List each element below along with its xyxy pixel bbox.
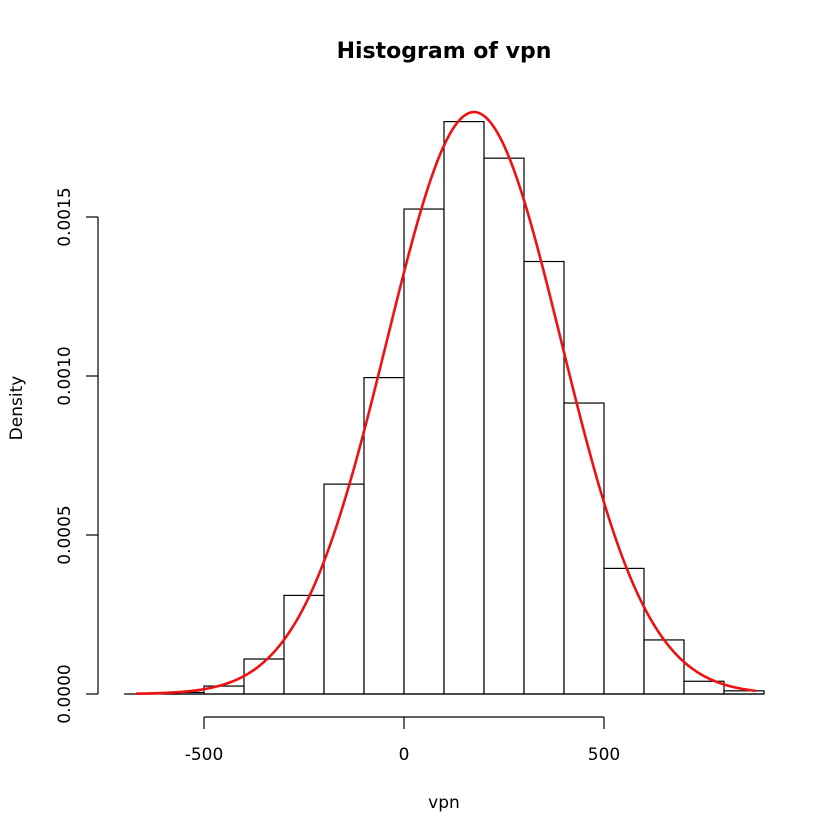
y-axis-label: Density (7, 376, 27, 441)
histogram-bar-6 (363, 376, 405, 695)
histogram-bar-11 (563, 402, 605, 695)
y-tick-label-2: 0.0010 (55, 346, 75, 405)
histogram-bar-10 (523, 260, 565, 695)
y-axis: 0.0000 0.0005 0.0010 0.0015 (55, 187, 99, 724)
x-axis-label: vpn (428, 793, 460, 813)
histogram-bar-4 (283, 594, 325, 695)
density-curve-group (135, 110, 757, 695)
histogram-bar-9 (483, 157, 525, 695)
histogram-bar-12 (603, 567, 645, 695)
histogram-bar-5 (323, 483, 365, 695)
bars-group (124, 120, 765, 695)
normal-density-curve (135, 110, 757, 695)
y-tick-label-1: 0.0005 (55, 505, 75, 564)
histogram-bar-3 (243, 658, 285, 695)
x-tick-label-2: 500 (588, 745, 620, 765)
x-tick-label-1: 0 (399, 745, 410, 765)
histogram-bar-8 (443, 120, 485, 695)
y-tick-label-0: 0.0000 (55, 664, 75, 723)
chart-title: Histogram of vpn (337, 39, 552, 64)
y-tick-label-3: 0.0015 (55, 187, 75, 246)
histogram-bar-13 (643, 639, 685, 695)
x-tick-label-0: -500 (185, 745, 224, 765)
histogram-bar-7 (403, 208, 445, 695)
x-axis: -500 0 500 (185, 716, 620, 765)
